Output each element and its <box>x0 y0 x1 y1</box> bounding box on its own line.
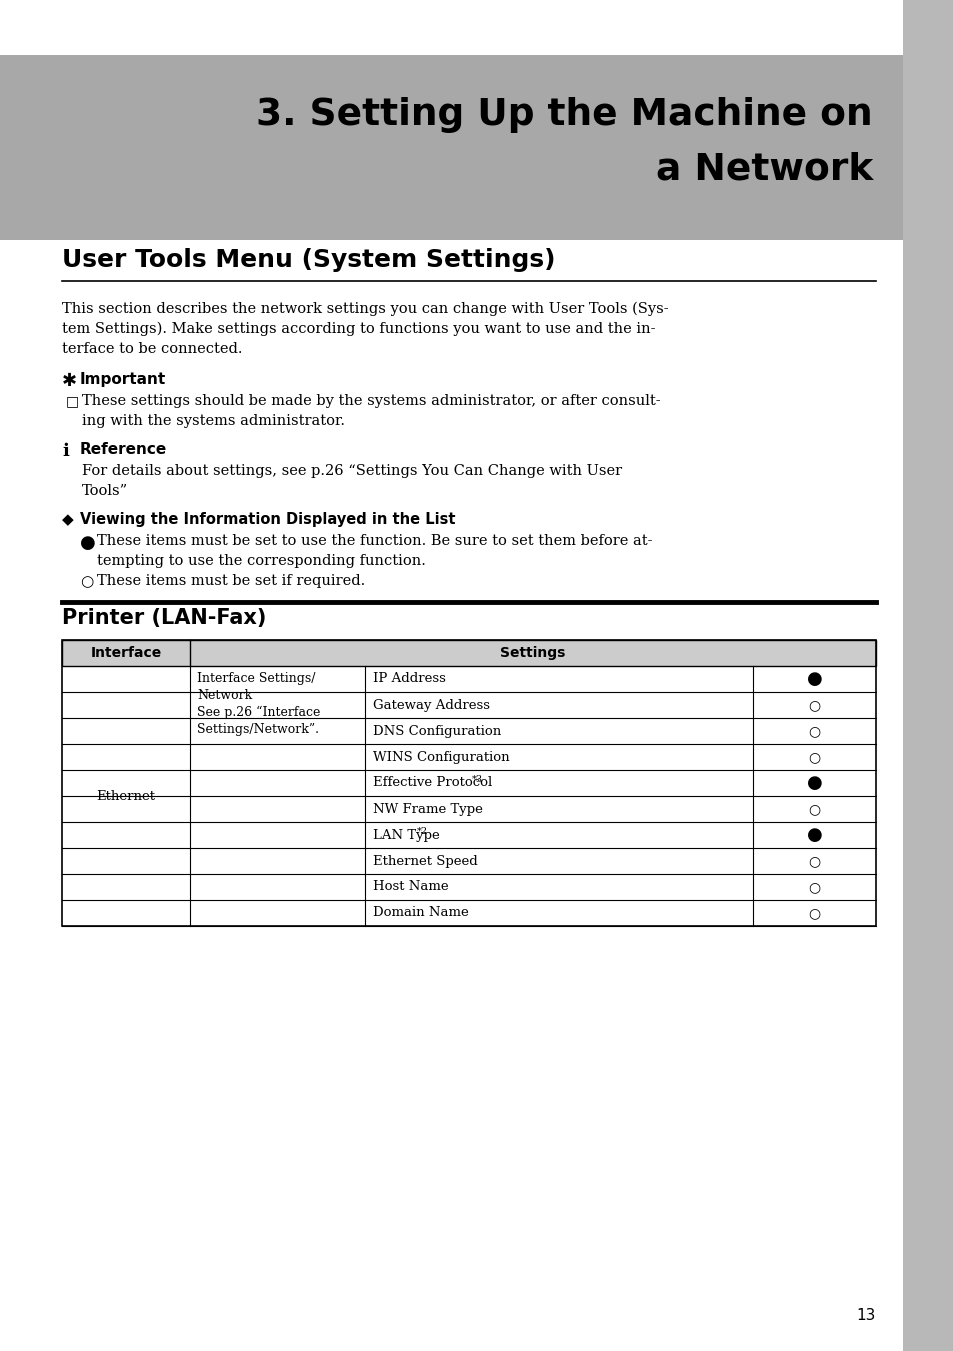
Text: Reference: Reference <box>80 442 167 457</box>
Text: terface to be connected.: terface to be connected. <box>62 342 242 357</box>
Text: ●: ● <box>806 825 821 844</box>
Text: ○: ○ <box>80 574 93 589</box>
Text: ing with the systems administrator.: ing with the systems administrator. <box>82 413 345 428</box>
Text: Host Name: Host Name <box>373 881 448 893</box>
Text: tem Settings). Make settings according to functions you want to use and the in-: tem Settings). Make settings according t… <box>62 322 655 336</box>
Text: ○: ○ <box>807 750 820 765</box>
Text: ✱: ✱ <box>62 372 77 390</box>
Bar <box>62 640 875 925</box>
Text: Gateway Address: Gateway Address <box>373 698 490 712</box>
Text: User Tools Menu (System Settings): User Tools Menu (System Settings) <box>62 249 555 272</box>
Text: See p.26 “Interface: See p.26 “Interface <box>196 707 320 719</box>
Text: Printer (LAN-Fax): Printer (LAN-Fax) <box>62 608 266 628</box>
Text: These items must be set to use the function. Be sure to set them before at-: These items must be set to use the funct… <box>97 534 652 549</box>
Text: ●: ● <box>806 670 821 688</box>
Text: For details about settings, see p.26 “Settings You Can Change with User: For details about settings, see p.26 “Se… <box>82 463 621 478</box>
Bar <box>62 640 875 666</box>
Text: Interface Settings/: Interface Settings/ <box>196 671 315 685</box>
Text: DNS Configuration: DNS Configuration <box>373 724 500 738</box>
Text: ◆: ◆ <box>62 512 73 527</box>
Text: WINS Configuration: WINS Configuration <box>373 751 509 763</box>
Text: tempting to use the corresponding function.: tempting to use the corresponding functi… <box>97 554 425 567</box>
Text: ○: ○ <box>807 724 820 738</box>
Text: ○: ○ <box>807 907 820 920</box>
Text: IP Address: IP Address <box>373 673 445 685</box>
Text: Tools”: Tools” <box>82 484 128 499</box>
Text: □: □ <box>66 394 79 408</box>
Text: Settings/Network”.: Settings/Network”. <box>196 723 318 736</box>
Text: Ethernet Speed: Ethernet Speed <box>373 854 477 867</box>
Text: ○: ○ <box>807 802 820 816</box>
Text: ○: ○ <box>807 698 820 712</box>
Text: ○: ○ <box>807 854 820 867</box>
Text: Effective Protocol: Effective Protocol <box>373 777 492 789</box>
Text: a Network: a Network <box>655 153 872 188</box>
Text: These settings should be made by the systems administrator, or after consult-: These settings should be made by the sys… <box>82 394 659 408</box>
Text: Important: Important <box>80 372 166 386</box>
Text: ○: ○ <box>807 880 820 894</box>
Text: Settings: Settings <box>499 646 565 661</box>
Text: ●: ● <box>80 534 95 553</box>
Text: LAN Type: LAN Type <box>373 828 439 842</box>
Bar <box>0 55 902 103</box>
Text: Ethernet: Ethernet <box>96 789 155 802</box>
Text: 3. Setting Up the Machine on: 3. Setting Up the Machine on <box>256 97 872 132</box>
Text: *2: *2 <box>416 827 428 835</box>
Text: Domain Name: Domain Name <box>373 907 468 920</box>
Text: ℹ: ℹ <box>62 442 69 459</box>
Text: NW Frame Type: NW Frame Type <box>373 802 482 816</box>
Text: Network: Network <box>196 689 252 703</box>
Text: These items must be set if required.: These items must be set if required. <box>97 574 365 588</box>
Text: *3: *3 <box>472 774 482 784</box>
Text: ●: ● <box>806 774 821 792</box>
Bar <box>0 55 902 240</box>
Text: This section describes the network settings you can change with User Tools (Sys-: This section describes the network setti… <box>62 303 668 316</box>
Bar <box>902 0 953 1351</box>
Text: Interface: Interface <box>91 646 161 661</box>
Text: 13: 13 <box>856 1308 875 1323</box>
Text: Viewing the Information Displayed in the List: Viewing the Information Displayed in the… <box>80 512 455 527</box>
